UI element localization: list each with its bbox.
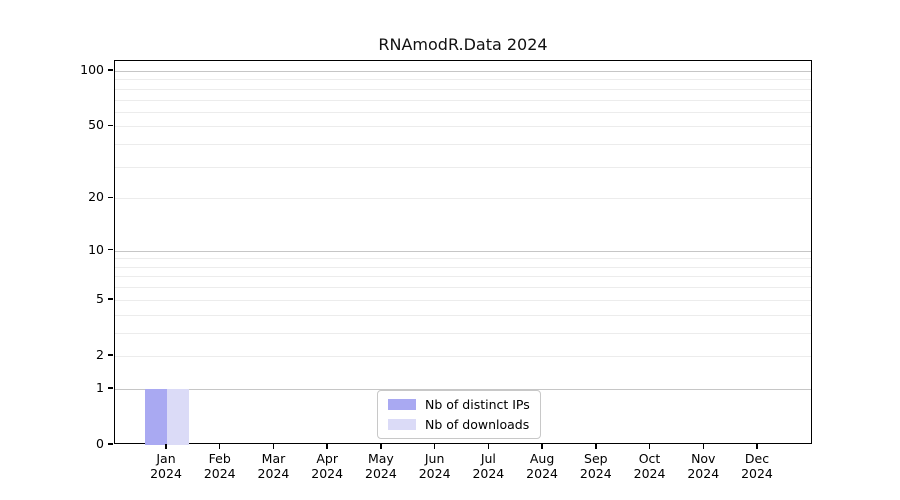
legend-entry-downloads: Nb of downloads — [388, 417, 530, 432]
minor-gridline — [115, 332, 811, 334]
minor-gridline — [115, 144, 811, 146]
minor-gridline — [115, 99, 811, 101]
y-tick-label: 5 — [96, 290, 104, 306]
y-tick-mark — [108, 387, 113, 389]
x-tick-year: 2024 — [150, 466, 182, 481]
minor-gridline — [115, 276, 811, 278]
x-tick-month: Feb — [208, 451, 231, 466]
x-tick-year: 2024 — [472, 466, 505, 481]
x-tick-year: 2024 — [257, 466, 290, 481]
y-tick-label: 1 — [96, 379, 104, 395]
x-tick-mark — [326, 444, 328, 449]
x-tick-mark — [272, 444, 275, 449]
minor-gridline — [115, 299, 811, 301]
legend-swatch-distinct-ips — [388, 399, 416, 410]
y-tick-mark — [108, 69, 113, 71]
x-tick-mark — [702, 444, 705, 449]
x-tick-month: Aug — [529, 451, 555, 466]
chart-title: RNAmodR.Data 2024 — [378, 35, 548, 54]
x-tick-mark — [433, 444, 436, 449]
minor-gridline — [115, 88, 811, 90]
x-tick-label: Mar 2024 — [241, 451, 305, 481]
x-tick-label: Apr 2024 — [295, 451, 359, 481]
major-gridline — [115, 250, 811, 252]
bar-downloads — [167, 388, 189, 445]
minor-gridline — [115, 355, 811, 357]
x-tick-year: 2024 — [311, 466, 344, 481]
x-tick-month: Apr — [316, 451, 338, 466]
x-tick-mark — [595, 444, 597, 449]
y-tick-mark — [108, 354, 113, 356]
y-tick-label: 0 — [96, 436, 104, 451]
minor-gridline — [115, 287, 811, 289]
x-tick-month: Dec — [744, 451, 770, 466]
y-tick-label: 2 — [96, 346, 104, 362]
x-tick-month: Nov — [691, 451, 716, 466]
x-tick-month: Jun — [424, 451, 445, 466]
x-tick-label: Dec 2024 — [725, 451, 789, 481]
x-tick-year: 2024 — [418, 466, 451, 481]
x-tick-label: Aug 2024 — [510, 451, 574, 481]
y-tick-label: 10 — [88, 241, 104, 257]
x-tick-mark — [648, 444, 651, 449]
legend-label-distinct-ips: Nb of distinct IPs — [425, 397, 530, 412]
x-tick-label: Jun 2024 — [403, 451, 467, 481]
x-tick-month: Jan — [156, 451, 176, 466]
minor-gridline — [115, 79, 811, 81]
minor-gridline — [115, 111, 811, 113]
y-tick-label: 100 — [80, 62, 104, 77]
x-tick-label: Feb 2024 — [188, 451, 252, 481]
y-tick-mark — [108, 443, 113, 445]
x-tick-label: Jul 2024 — [456, 451, 520, 481]
x-tick-mark — [380, 444, 382, 449]
x-tick-year: 2024 — [687, 466, 720, 481]
x-tick-mark — [218, 444, 221, 449]
x-tick-year: 2024 — [579, 466, 612, 481]
x-tick-month: Mar — [261, 451, 286, 466]
y-tick-label: 20 — [88, 189, 104, 205]
minor-gridline — [115, 126, 811, 128]
x-tick-month: May — [367, 451, 394, 466]
y-tick-mark — [108, 196, 113, 199]
x-tick-label: Oct 2024 — [618, 451, 682, 481]
minor-gridline — [115, 266, 811, 268]
bar-distinct-ips — [145, 388, 167, 445]
x-tick-label: Nov 2024 — [671, 451, 735, 481]
x-tick-month: Jul — [480, 451, 496, 466]
x-tick-month: Oct — [638, 451, 661, 466]
minor-gridline — [115, 166, 811, 168]
minor-gridline — [115, 314, 811, 316]
legend-swatch-downloads — [388, 419, 416, 430]
x-tick-mark — [487, 444, 490, 449]
y-tick-mark — [108, 298, 113, 300]
x-tick-mark — [165, 444, 167, 449]
major-gridline — [115, 388, 811, 390]
major-gridline — [115, 71, 811, 72]
plot-area: Nb of distinct IPs Nb of downloads — [114, 60, 812, 445]
minor-gridline — [115, 258, 811, 260]
x-tick-label: May 2024 — [349, 451, 413, 481]
y-tick-label: 50 — [88, 117, 104, 133]
y-tick-mark — [108, 248, 113, 251]
x-tick-year: 2024 — [741, 466, 773, 481]
y-tick-mark — [108, 124, 113, 127]
x-tick-label: Jan 2024 — [134, 451, 198, 481]
legend: Nb of distinct IPs Nb of downloads — [377, 390, 541, 439]
minor-gridline — [115, 198, 811, 200]
x-tick-year: 2024 — [203, 466, 236, 481]
legend-label-downloads: Nb of downloads — [425, 417, 530, 432]
x-tick-year: 2024 — [633, 466, 666, 481]
legend-entry-distinct-ips: Nb of distinct IPs — [388, 397, 530, 412]
x-tick-year: 2024 — [526, 466, 558, 481]
x-tick-mark — [756, 444, 758, 449]
x-tick-label: Sep 2024 — [564, 451, 628, 481]
x-tick-mark — [541, 444, 543, 449]
x-tick-year: 2024 — [365, 466, 397, 481]
x-tick-month: Sep — [584, 451, 608, 466]
